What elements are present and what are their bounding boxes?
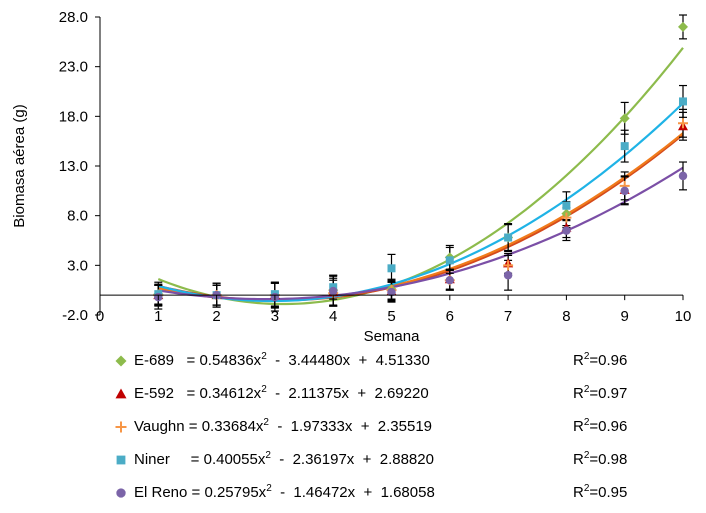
data-point [445,256,454,265]
data-point [678,118,688,129]
data-point [620,186,629,196]
y-axis-title: Biomasa aérea (g) [11,104,28,227]
fit-curve [158,102,684,303]
legend-row: Vaughn = 0.33684x2 - 1.97333x + 2.35519 R… [0,416,706,438]
legend-r-squared: R2=0.96 [573,417,628,436]
data-point [328,286,338,296]
data-point [115,355,127,367]
data-point [562,201,571,210]
y-tick-label: -2.0 [62,307,88,324]
data-point [116,488,126,498]
legend-equation: El Reno = 0.25795x2 - 1.46472x + 1.68058 [134,483,435,502]
data-points [153,21,688,302]
data-point [116,455,126,465]
chart: 0 1 2 3 4 5 6 7 8 9 10 -2.03.08.013.018.023.028.0 … [11,9,692,345]
data-point [561,212,572,223]
legend-r-squared: R2=0.98 [573,450,628,469]
legend-marker-icon [116,488,126,498]
y-tick-label: 8.0 [67,208,88,225]
legend-marker-icon [115,355,127,367]
data-point [503,271,513,280]
y-tick-label: 18.0 [59,108,88,125]
y-tick-labels: -2.0 3.0 8.0 13.0 18.0 23.0 28.0 [59,9,100,324]
x-tick-label: 5 [387,308,395,325]
y-tick-label: 13.0 [59,158,88,175]
x-tick-label: 7 [504,308,512,325]
data-point [678,171,688,181]
data-point [115,388,127,399]
x-tick-label: 6 [446,308,454,325]
legend-equation: E-592 = 0.34612x2 - 2.11375x + 2.69220 [134,384,429,403]
data-point [678,21,688,32]
x-tick-label: 10 [675,308,692,325]
legend-marker-icon [116,455,126,465]
fit-curves [157,47,684,306]
y-tick-label: 23.0 [59,59,88,76]
x-tick-label: 4 [329,308,337,325]
x-tick-label: 3 [271,308,279,325]
legend-row: E-592 = 0.34612x2 - 2.11375x + 2.69220 R2… [0,383,706,405]
x-tick-label: 8 [562,308,570,325]
x-tick-label: 0 [96,308,104,325]
error-bars [154,14,687,312]
data-point [503,260,514,271]
legend-r-squared: R2=0.95 [573,483,628,502]
legend-row: E-689 = 0.54836x2 - 3.44480x + 4.51330 R2… [0,350,706,372]
legend-marker-icon [115,421,127,433]
y-tick-label: 3.0 [67,257,88,274]
data-point [445,275,455,285]
legend-row: Niner = 0.40055x2 - 2.36197x + 2.88820 R2… [0,449,706,471]
legend-r-squared: R2=0.97 [573,384,628,403]
fit-curve [158,166,684,301]
x-tick-label: 1 [154,308,162,325]
fit-curve [157,47,684,306]
data-point [679,97,687,106]
data-point [619,113,630,124]
x-tick-label: 2 [212,308,220,325]
x-axis-title: Semana [364,328,421,345]
x-tick-labels: 0 1 2 3 4 5 6 7 8 9 10 [96,295,692,325]
data-point [387,287,396,297]
data-point [115,421,127,433]
data-point [504,233,513,242]
legend-equation: Niner = 0.40055x2 - 2.36197x + 2.88820 [134,450,434,469]
legend-r-squared: R2=0.96 [573,351,628,370]
x-tick-label: 9 [621,308,629,325]
legend-equation: Vaughn = 0.33684x2 - 1.97333x + 2.35519 [134,417,433,436]
legend-row: El Reno = 0.25795x2 - 1.46472x + 1.68058… [0,482,706,504]
legend-marker-icon [115,388,127,399]
data-point [387,264,396,273]
data-point [562,226,571,235]
y-tick-label: 28.0 [59,9,88,26]
data-point [620,142,629,151]
legend-equation: E-689 = 0.54836x2 - 3.44480x + 4.51330 [134,351,430,370]
